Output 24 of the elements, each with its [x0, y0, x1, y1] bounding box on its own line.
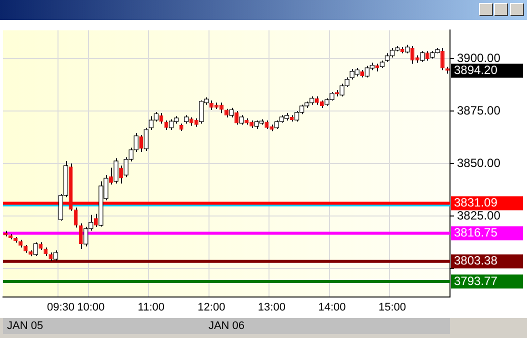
- ref-line-label: 3831.09: [454, 196, 498, 210]
- x-tick-label: 12:00: [198, 301, 226, 314]
- candlestick: [420, 50, 425, 62]
- y-tick-label: 3850.00: [457, 156, 501, 170]
- x-tick-label: 13:00: [258, 301, 286, 314]
- y-tick-label: 3825.00: [457, 208, 501, 222]
- candlestick: [114, 158, 118, 184]
- candlestick: [229, 107, 234, 118]
- ref-line-label: 3793.77: [454, 274, 498, 288]
- x-tick-label: 10:00: [77, 301, 105, 314]
- y-tick-label: 3900.00: [457, 50, 501, 65]
- y-tick-label: 3875.00: [457, 103, 501, 118]
- text: JAN 05: [7, 320, 44, 332]
- x-tick-label: 11:00: [138, 301, 165, 314]
- x-tick-label: 15:00: [378, 301, 406, 314]
- candlestick: [239, 114, 244, 126]
- text: JAN 06: [208, 320, 245, 332]
- text: 3894.20: [454, 63, 498, 78]
- x-tick-label: 09:30: [46, 301, 75, 314]
- ref-line-label: 3803.38: [454, 254, 498, 268]
- ref-line-label: 3816.75: [454, 226, 498, 240]
- candlestick: [33, 242, 38, 256]
- candlestick: [144, 127, 148, 152]
- x-tick-label: 14:00: [318, 301, 346, 314]
